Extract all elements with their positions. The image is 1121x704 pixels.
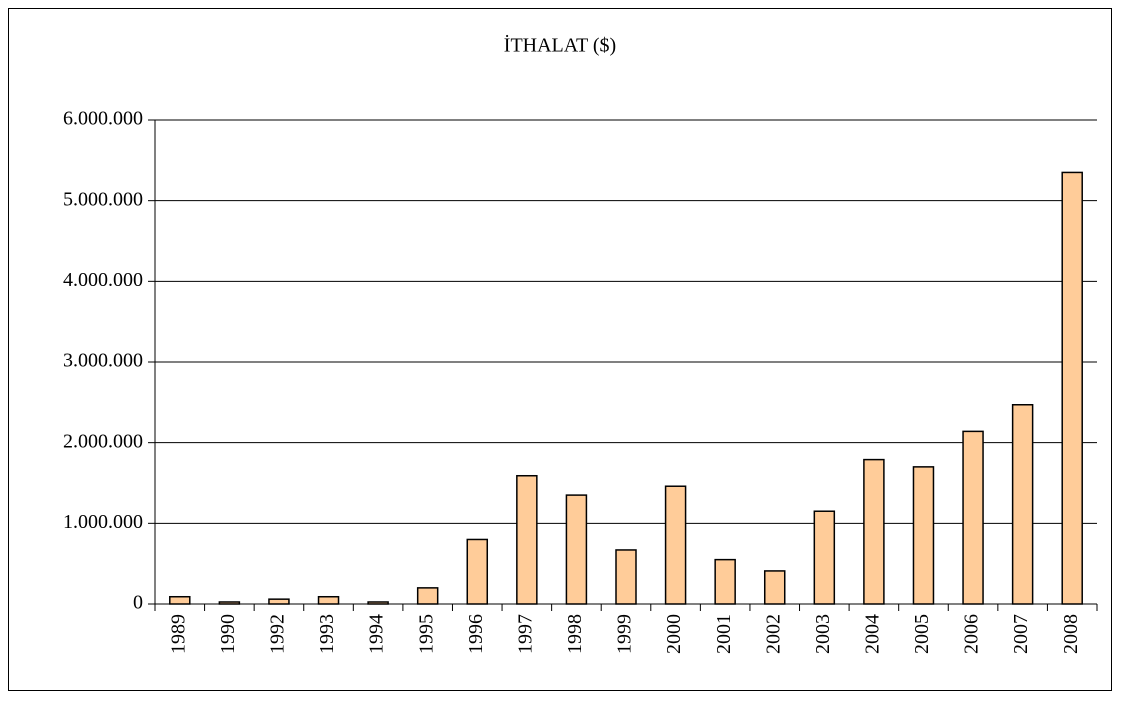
x-tick-label: 2001 — [713, 614, 735, 654]
y-tick-label: 4.000.000 — [63, 269, 143, 291]
chart-border — [8, 8, 1112, 691]
x-tick-label: 2005 — [911, 614, 933, 654]
x-tick-label: 1999 — [614, 614, 636, 654]
x-tick-label: 2003 — [812, 614, 834, 654]
bar — [1011, 404, 1034, 605]
x-tick-label: 1994 — [366, 614, 388, 654]
bar — [763, 570, 786, 605]
y-tick-label: 3.000.000 — [63, 350, 143, 372]
x-tick-label: 1997 — [514, 614, 536, 654]
chart-title: İTHALAT ($) — [504, 34, 616, 57]
y-tick-label: 2.000.000 — [63, 430, 143, 452]
bar — [813, 510, 836, 605]
bar — [714, 558, 736, 605]
x-tick-label: 1992 — [267, 614, 289, 654]
x-tick-label: 2007 — [1010, 614, 1032, 654]
x-tick-label: 2004 — [861, 614, 883, 654]
bar — [516, 474, 538, 605]
bar — [863, 458, 885, 605]
bar — [565, 494, 588, 605]
bar — [169, 595, 191, 605]
x-tick-label: 1998 — [564, 614, 586, 654]
x-tick-label: 1989 — [167, 614, 189, 654]
x-tick-label: 1996 — [465, 614, 487, 654]
bar — [218, 601, 241, 605]
bar — [466, 538, 489, 605]
y-tick-label: 5.000.000 — [63, 188, 143, 210]
x-tick-label: 1993 — [316, 614, 338, 654]
bar — [962, 430, 984, 605]
bar — [615, 549, 637, 605]
x-tick-label: 2006 — [961, 614, 983, 654]
x-tick-label: 2008 — [1060, 614, 1082, 654]
bar — [367, 601, 389, 605]
bar — [912, 466, 935, 605]
bar — [268, 598, 290, 605]
y-tick-label: 6.000.000 — [63, 108, 143, 130]
x-tick-label: 1990 — [217, 614, 239, 654]
x-tick-label: 2000 — [663, 614, 685, 654]
bar — [317, 595, 340, 605]
bar — [1061, 171, 1083, 605]
bar — [664, 485, 687, 605]
y-tick-label: 1.000.000 — [63, 511, 143, 533]
x-tick-label: 1995 — [415, 614, 437, 654]
y-tick-label: 0 — [133, 592, 143, 614]
x-tick-label: 2002 — [762, 614, 784, 654]
bar — [416, 587, 439, 605]
